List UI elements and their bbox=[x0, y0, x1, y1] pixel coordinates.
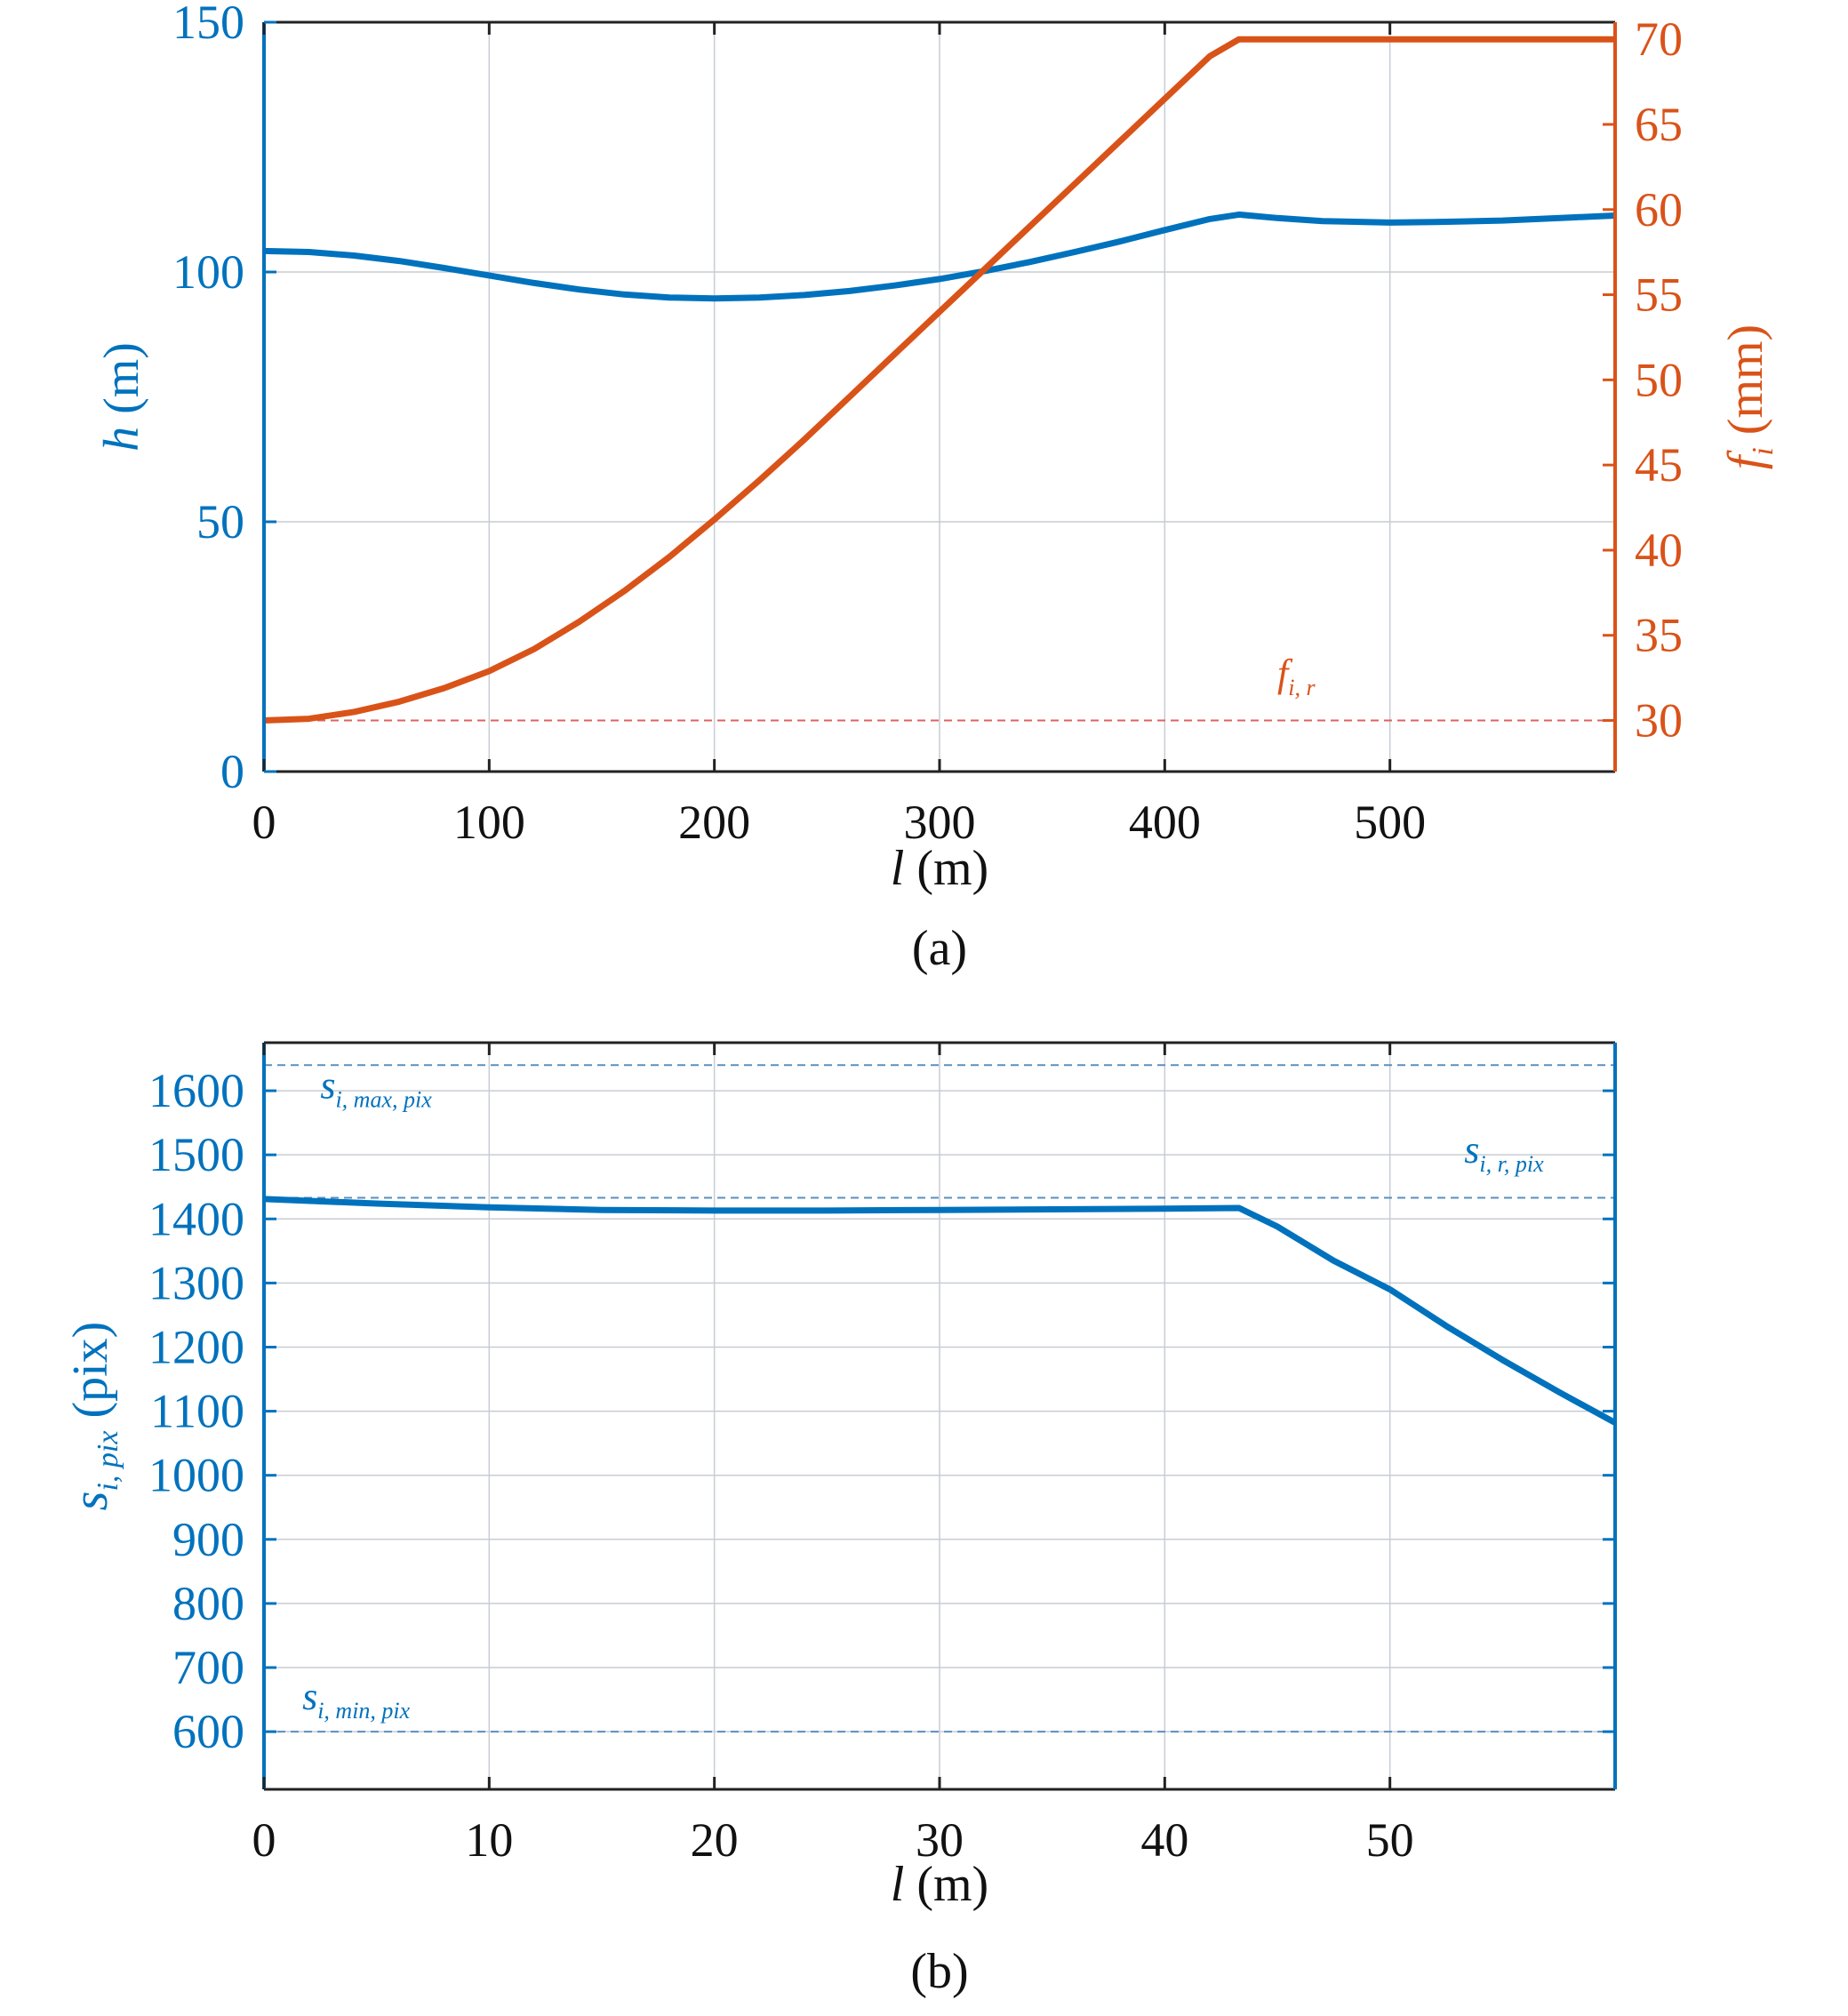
y-tick-label-right: 55 bbox=[1635, 268, 1683, 322]
y-tick-label-left: 600 bbox=[172, 1705, 244, 1758]
x-tick-label: 100 bbox=[453, 796, 525, 849]
y-tick-label-left: 1100 bbox=[150, 1385, 244, 1438]
y-tick-label-left: 700 bbox=[172, 1641, 244, 1694]
y-tick-label-right: 45 bbox=[1635, 438, 1683, 492]
x-axis-label: l (m) bbox=[891, 841, 988, 896]
series-line-0 bbox=[263, 211, 1616, 302]
reference-label-0: fi, r bbox=[1277, 652, 1316, 700]
panel-label: (a) bbox=[912, 921, 967, 976]
x-tick-label: 50 bbox=[1366, 1813, 1414, 1867]
x-tick-label: 0 bbox=[252, 796, 276, 849]
x-axis-label-unit: (m) bbox=[904, 1857, 988, 1912]
x-axis-label-var: l bbox=[891, 841, 905, 896]
y-tick-label-left: 50 bbox=[196, 495, 244, 548]
reference-label-0-sub: i, r bbox=[1288, 675, 1316, 700]
reference-label-1: si, r, pix bbox=[1464, 1128, 1544, 1177]
x-axis-label-var: l bbox=[891, 1857, 905, 1912]
y-axis-label-left-var: h bbox=[94, 427, 149, 452]
series-line-0 bbox=[263, 1196, 1617, 1426]
y-axis-label-right: fi (mm) bbox=[1718, 324, 1780, 469]
y-tick-label-left: 1400 bbox=[148, 1192, 244, 1245]
x-tick-label: 10 bbox=[465, 1813, 513, 1867]
reference-label-0: si, max, pix bbox=[320, 1064, 432, 1113]
reference-label-1-sub: i, r, pix bbox=[1479, 1151, 1544, 1177]
x-tick-label: 0 bbox=[252, 1813, 276, 1867]
y-tick-label-right: 40 bbox=[1635, 524, 1683, 577]
x-tick-label: 200 bbox=[678, 796, 750, 849]
y-tick-label-left: 100 bbox=[172, 245, 244, 299]
y-tick-label-left: 1300 bbox=[148, 1256, 244, 1309]
y-axis-label-left-var: s bbox=[63, 1492, 118, 1511]
x-tick-label: 20 bbox=[691, 1813, 739, 1867]
grid bbox=[263, 21, 1615, 772]
reference-label-0-sub: i, max, pix bbox=[335, 1087, 432, 1113]
panel-label: (b) bbox=[910, 1944, 968, 1999]
y-tick-label-right: 70 bbox=[1635, 12, 1683, 66]
y-axis-label-right-sub: i bbox=[1747, 447, 1780, 455]
reference-label-2-sub: i, min, pix bbox=[317, 1698, 410, 1724]
y-axis-label-left-unit: (pix) bbox=[63, 1322, 118, 1431]
y-tick-label-left: 0 bbox=[220, 745, 244, 798]
x-tick-label: 40 bbox=[1140, 1813, 1188, 1867]
y-axis-label-left: h (m) bbox=[94, 342, 149, 452]
y-axis-label-left: si, pix (pix) bbox=[63, 1322, 124, 1511]
y-tick-label-left: 1000 bbox=[148, 1449, 244, 1502]
reference-label-0-var: s bbox=[320, 1064, 335, 1108]
x-tick-label: 300 bbox=[904, 796, 976, 849]
y-tick-label-right: 50 bbox=[1635, 353, 1683, 406]
y-axis-label-left-unit: (m) bbox=[94, 342, 149, 427]
reference-label-2: si, min, pix bbox=[302, 1675, 411, 1724]
y-tick-label-left: 1200 bbox=[148, 1320, 244, 1373]
x-tick-label: 500 bbox=[1354, 796, 1426, 849]
y-tick-label-left: 1500 bbox=[148, 1128, 244, 1181]
series-line-1 bbox=[263, 36, 1615, 724]
reference-label-1-var: s bbox=[1464, 1128, 1479, 1172]
grid bbox=[263, 1043, 1615, 1789]
y-tick-label-right: 60 bbox=[1635, 183, 1683, 236]
y-tick-label-right: 30 bbox=[1635, 694, 1683, 748]
y-axis-label-right-unit: (mm) bbox=[1718, 324, 1773, 447]
x-tick-label: 400 bbox=[1129, 796, 1201, 849]
x-axis-label: l (m) bbox=[891, 1857, 988, 1912]
y-tick-label-left: 150 bbox=[172, 0, 244, 49]
y-tick-label-left: 1600 bbox=[148, 1064, 244, 1117]
y-tick-label-left: 800 bbox=[172, 1577, 244, 1630]
reference-label-2-var: s bbox=[302, 1675, 317, 1718]
y-tick-label-left: 900 bbox=[172, 1513, 244, 1566]
x-axis-label-unit: (m) bbox=[904, 841, 988, 896]
x-tick-label: 30 bbox=[916, 1813, 964, 1867]
chart-panel-a: fi, r 0 100 200 300 400 500 0 50 100 150 30 35 40 45 50… bbox=[94, 0, 1780, 976]
y-tick-label-right: 35 bbox=[1635, 609, 1683, 662]
y-tick-label-right: 65 bbox=[1635, 98, 1683, 151]
y-axis-label-left-sub: i, pix bbox=[92, 1431, 124, 1492]
